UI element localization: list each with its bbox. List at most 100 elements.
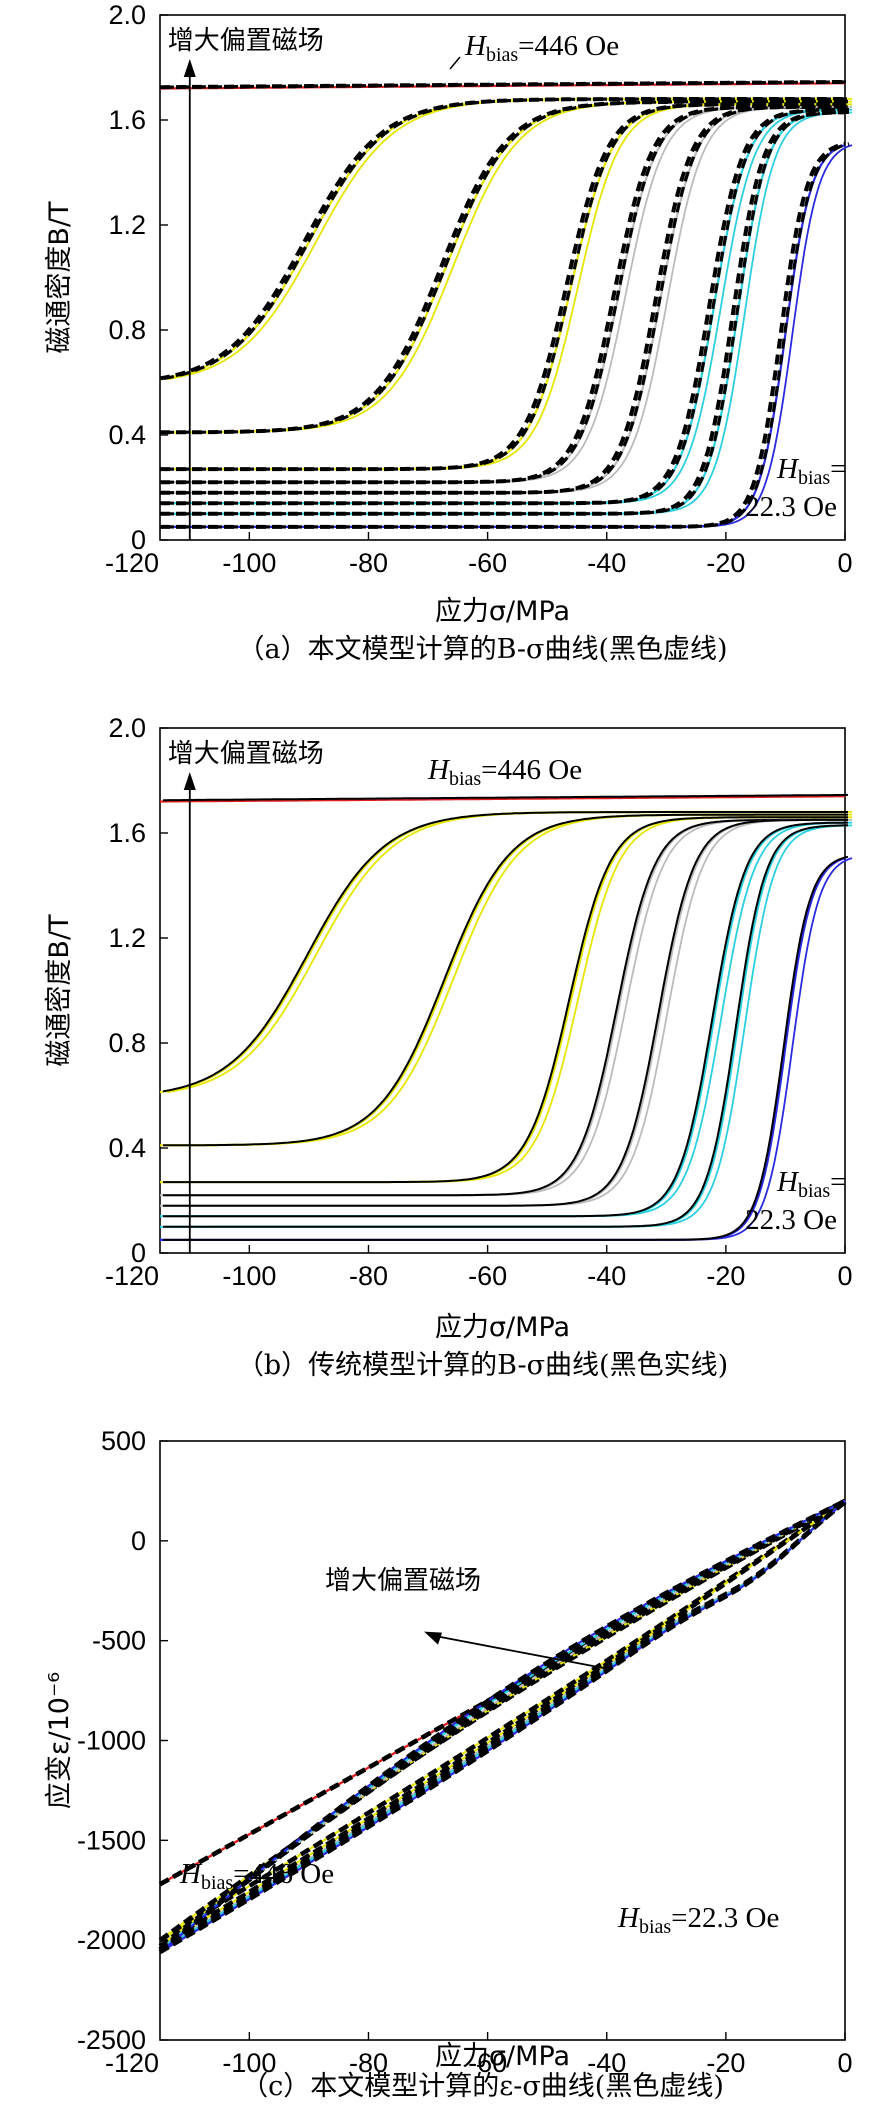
x-tick-label: 0 <box>837 1261 852 1291</box>
x-tick-label: -60 <box>468 1261 507 1291</box>
x-tick-label: -120 <box>105 2048 159 2078</box>
y-tick-label: 2.0 <box>108 0 146 30</box>
model-curve-solid <box>162 811 848 1093</box>
model-curve-solid <box>163 816 848 1184</box>
x-tick-label: 0 <box>837 548 852 578</box>
model-curve-dashed <box>164 80 850 89</box>
arrow-label: 增大偏置磁场 <box>168 739 324 769</box>
hbias-low-value: 22.3 Oe <box>745 1204 837 1236</box>
x-tick-label: -120 <box>105 1261 159 1291</box>
model-curve-solid <box>163 793 849 802</box>
measured-curve-branch <box>159 1501 846 1954</box>
model-curve-solid <box>163 818 848 1197</box>
hbias-subscript: bias <box>486 44 518 66</box>
x-tick-label: -60 <box>468 548 507 578</box>
measured-curve-branch <box>167 819 852 1197</box>
x-tick-label: -100 <box>222 1261 276 1291</box>
hbias-label: Hbias=22.3 Oe <box>617 1902 779 1938</box>
model-curve-solid <box>163 824 849 1228</box>
hbias-equals: = <box>518 30 534 62</box>
x-axis-ticks: -120 -100 -80 -60 -40 -20 0 <box>105 532 853 578</box>
measured-curve-branch <box>167 819 852 1207</box>
x-tick-label: -80 <box>349 2048 388 2078</box>
y-tick-label: 1.6 <box>108 818 146 848</box>
model-curve-dashed <box>160 102 845 472</box>
y-axis-label: 应变ε/10⁻⁶ <box>44 1672 75 1809</box>
x-tick-label: -120 <box>105 548 159 578</box>
model-curve-dashed <box>158 1499 847 1949</box>
measured-curve <box>160 105 845 484</box>
hbias-label: Hbias=446 Oe <box>179 1858 334 1894</box>
x-tick-label: -20 <box>706 2048 745 2078</box>
arrow-head-icon <box>424 1631 443 1645</box>
hbias-symbol: H <box>776 1166 800 1198</box>
hbias-leader <box>449 56 461 70</box>
hbias-subscript: bias <box>798 467 830 489</box>
y-tick-label: 0 <box>131 1238 146 1268</box>
y-axis-ticks: 500 0 -500 -1000 -1500 -2000 -2500 <box>77 1426 168 2055</box>
y-axis-ticks: 0 0.4 0.8 1.2 1.6 2.0 <box>108 0 168 555</box>
arrow-head-icon <box>183 59 196 77</box>
hbias-high-value: 446 Oe <box>250 1858 335 1890</box>
x-tick-label: -100 <box>222 548 276 578</box>
hbias-equals: = <box>481 754 497 786</box>
hbias-low-value: 22.3 Oe <box>745 491 837 523</box>
series-group <box>159 793 853 1241</box>
model-curve-dashed <box>164 100 849 434</box>
model-curve-solid <box>163 818 848 1207</box>
hbias-subscript: bias <box>639 1916 671 1938</box>
arrow-label: 增大偏置磁场 <box>168 26 324 56</box>
model-curve-dashed <box>158 1498 847 1954</box>
y-tick-label: -500 <box>92 1626 146 1656</box>
x-tick-label: -40 <box>587 548 626 578</box>
measured-curve <box>159 97 845 381</box>
x-tick-label: -20 <box>706 1261 745 1291</box>
hbias-subscript: bias <box>201 1872 233 1894</box>
model-curve-dashed <box>163 97 849 380</box>
measured-curve <box>160 108 845 505</box>
hbias-label: Hbias=446 Oe <box>464 30 619 66</box>
y-tick-label: 0 <box>131 525 146 555</box>
measured-curve-branch <box>167 106 852 494</box>
y-tick-label: 500 <box>101 1426 146 1456</box>
plot-frame <box>159 14 846 541</box>
panel-c: -120 -100 -80 -60 -40 -20 0 500 0 -500 -1000 -1500 -… <box>44 1426 853 2102</box>
x-tick-label: -80 <box>349 1261 388 1291</box>
arrow-label: 增大偏置磁场 <box>325 1566 481 1596</box>
y-tick-label: 0.8 <box>108 315 146 345</box>
measured-curve <box>160 821 845 1218</box>
series-group <box>158 1498 847 1955</box>
model-curve-solid <box>163 813 848 1147</box>
model-curve-solid <box>163 855 849 1241</box>
y-axis-label: 磁通密度B/T <box>44 914 75 1067</box>
hbias-subscript: bias <box>449 768 481 790</box>
x-axis-ticks: -120 -100 -80 -60 -40 -20 0 <box>105 1245 853 1291</box>
y-tick-label: 2.0 <box>108 713 146 743</box>
y-tick-label: 1.6 <box>108 105 146 135</box>
hbias-symbol: H <box>617 1902 641 1934</box>
x-axis-ticks: -120 -100 -80 -60 -40 -20 0 <box>105 2032 853 2078</box>
y-tick-label: 1.2 <box>108 210 146 240</box>
hbias-symbol: H <box>464 30 488 62</box>
x-tick-label: -100 <box>222 2048 276 2078</box>
x-axis-label: 应力σ/MPa <box>435 2041 570 2072</box>
series-group <box>159 79 853 529</box>
hbias-equals: = <box>671 1902 687 1934</box>
panel-b: -120 -100 -80 -60 -40 -20 0 0 0.4 0.8 1.2 1.6 2.0 应力σ… <box>44 713 853 1381</box>
model-curve-dashed <box>159 97 845 381</box>
y-axis-label: 磁通密度B/T <box>44 201 75 354</box>
y-tick-label: -2500 <box>77 2025 146 2055</box>
hbias-high-value: 446 Oe <box>498 754 583 786</box>
y-tick-label: 0 <box>131 1526 146 1556</box>
model-curve-dashed <box>164 105 849 484</box>
x-axis-label: 应力σ/MPa <box>435 596 570 627</box>
model-curve-dashed <box>160 104 845 485</box>
y-tick-label: 1.2 <box>108 923 146 953</box>
x-tick-label: -40 <box>587 1261 626 1291</box>
x-tick-label: -60 <box>468 2048 507 2078</box>
measured-curve-branch <box>167 106 852 484</box>
model-curve-dashed <box>164 110 850 516</box>
x-tick-label: -20 <box>706 548 745 578</box>
x-tick-label: -80 <box>349 548 388 578</box>
